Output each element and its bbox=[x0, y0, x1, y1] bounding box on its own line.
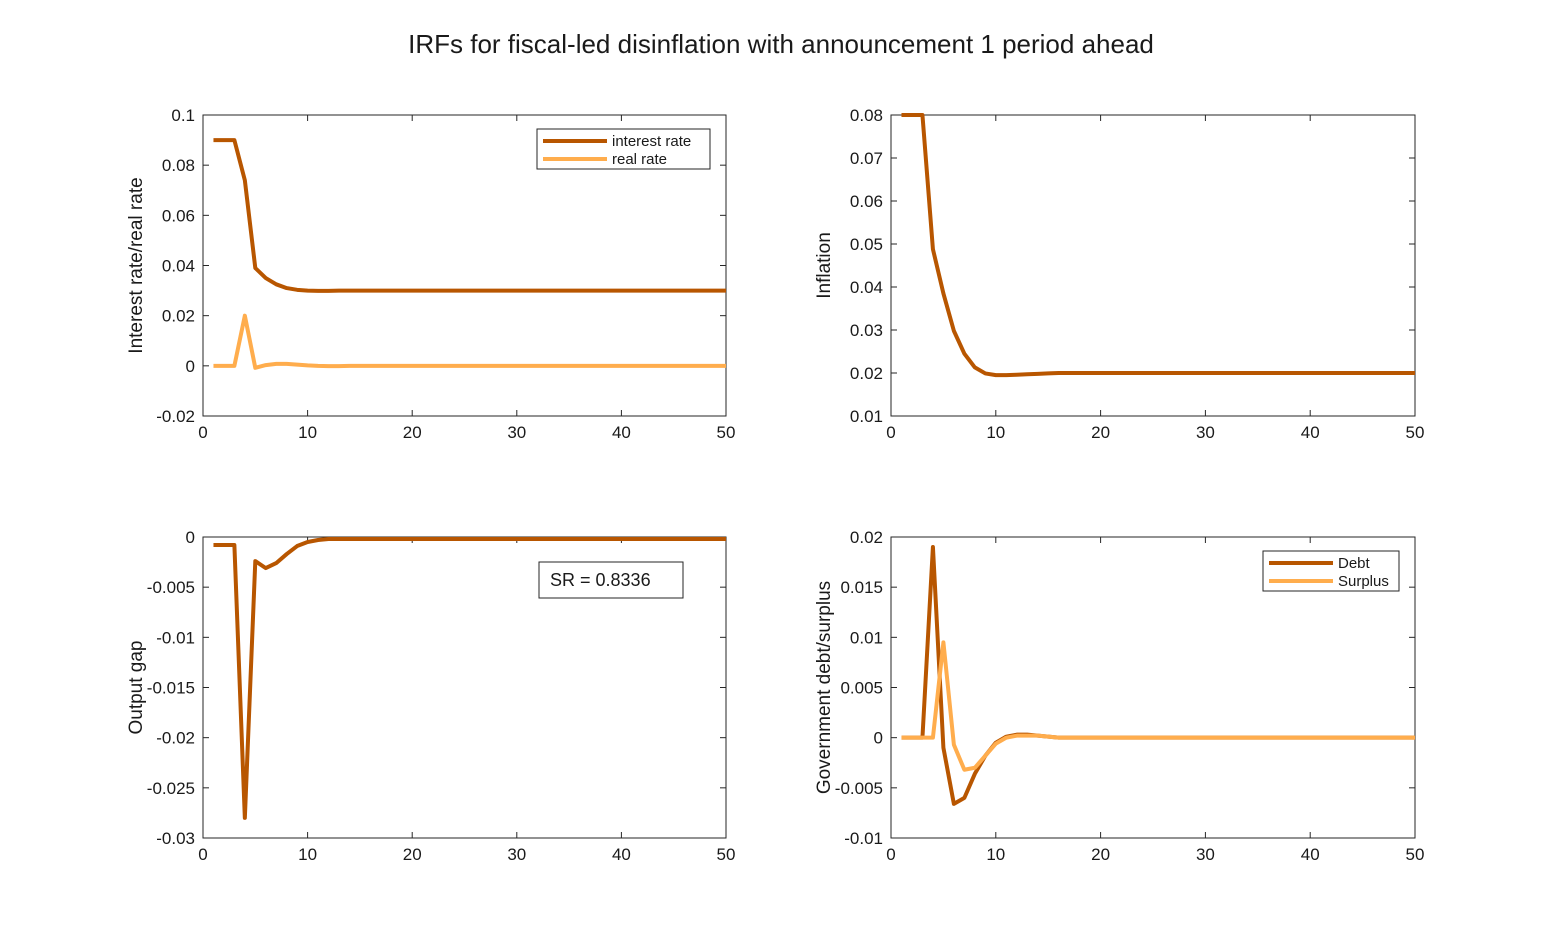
x-tick-label: 50 bbox=[717, 423, 736, 442]
x-tick-label: 20 bbox=[403, 845, 422, 864]
y-tick-label: 0.05 bbox=[850, 235, 883, 254]
series-line-real-rate bbox=[213, 313, 726, 370]
y-tick-label: 0.03 bbox=[850, 321, 883, 340]
y-tick-label: -0.005 bbox=[835, 779, 883, 798]
x-tick-label: 0 bbox=[886, 845, 895, 864]
y-tick-label: 0.06 bbox=[162, 206, 195, 225]
y-axis-label: Output gap bbox=[126, 640, 147, 734]
x-tick-label: 20 bbox=[403, 423, 422, 442]
x-tick-label: 50 bbox=[717, 845, 736, 864]
panel-output-gap: 0 10 20 30 40 50 -0.03 -0.025 -0.02 -0.015 -0.01 -0… bbox=[126, 528, 735, 864]
y-axis-label: Inflation bbox=[814, 232, 835, 299]
annotation-box bbox=[538, 561, 684, 599]
axes-frame bbox=[890, 114, 1416, 417]
y-axis-label: Interest rate/real rate bbox=[126, 177, 147, 353]
legend-box bbox=[1262, 550, 1400, 592]
panel-government-debt: 0 10 20 30 40 50 -0.01 -0.005 0 0.005 0.01 0.015 0.0… bbox=[814, 528, 1424, 864]
y-axis-label: Government debt/surplus bbox=[814, 581, 835, 794]
x-tick-label: 30 bbox=[1196, 845, 1215, 864]
y-tick-label: 0.01 bbox=[850, 628, 883, 647]
x-tick-label: 40 bbox=[1301, 423, 1320, 442]
x-tick-label: 0 bbox=[198, 423, 207, 442]
series-line-0 bbox=[213, 537, 726, 820]
y-tick-label: 0.02 bbox=[162, 307, 195, 326]
panel-interest-rate: 0 10 20 30 40 50-0.0200.020.040.060.080.1Inte… bbox=[126, 106, 735, 442]
x-tick-label: 0 bbox=[886, 423, 895, 442]
y-tick-label: 0.07 bbox=[850, 149, 883, 168]
y-tick-label: 0.02 bbox=[850, 364, 883, 383]
y-tick-label: 0.06 bbox=[850, 192, 883, 211]
x-tick-label: 30 bbox=[507, 845, 526, 864]
y-tick-label: 0.04 bbox=[850, 278, 883, 297]
x-tick-label: 40 bbox=[612, 845, 631, 864]
y-tick-label: 0.005 bbox=[840, 679, 883, 698]
legend-entry-label: Surplus bbox=[1338, 573, 1389, 590]
x-tick-label: 40 bbox=[612, 423, 631, 442]
panels: 0 10 20 30 40 50-0.0200.020.040.060.080.1Inte… bbox=[126, 106, 1424, 864]
x-tick-label: 30 bbox=[507, 423, 526, 442]
x-tick-label: 50 bbox=[1406, 845, 1425, 864]
y-tick-label: 0.08 bbox=[850, 106, 883, 125]
series-line-interest-rate bbox=[213, 138, 726, 293]
series-line-surplus bbox=[901, 640, 1415, 772]
y-tick-label: 0.015 bbox=[840, 578, 883, 597]
legend-entry-label: Debt bbox=[1338, 555, 1371, 572]
y-tick-label: -0.025 bbox=[147, 779, 195, 798]
y-tick-label: -0.02 bbox=[156, 729, 195, 748]
y-tick-label: 0.1 bbox=[171, 106, 195, 125]
figure-title: IRFs for fiscal-led disinflation with an… bbox=[408, 29, 1154, 59]
y-tick-label: 0 bbox=[186, 357, 195, 376]
y-tick-label: 0.08 bbox=[162, 156, 195, 175]
x-tick-label: 20 bbox=[1091, 423, 1110, 442]
y-tick-label: -0.015 bbox=[147, 679, 195, 698]
y-tick-label: -0.02 bbox=[156, 407, 195, 426]
x-tick-label: 10 bbox=[298, 845, 317, 864]
y-tick-label: -0.01 bbox=[156, 628, 195, 647]
x-tick-label: 50 bbox=[1406, 423, 1425, 442]
x-tick-label: 0 bbox=[198, 845, 207, 864]
x-tick-label: 20 bbox=[1091, 845, 1110, 864]
x-tick-label: 40 bbox=[1301, 845, 1320, 864]
series-line-0 bbox=[901, 113, 1415, 378]
y-tick-label: 0 bbox=[874, 729, 883, 748]
y-tick-label: 0.01 bbox=[850, 407, 883, 426]
legend-entry-label: interest rate bbox=[612, 133, 691, 150]
y-tick-label: 0.04 bbox=[162, 257, 195, 276]
annotation-text: SR = 0.8336 bbox=[550, 570, 651, 590]
legend-box bbox=[536, 128, 711, 170]
panel-inflation: 0 10 20 30 40 50 0.01 0.02 0.03 0.04 0.05 0.06 0.07 0… bbox=[814, 106, 1424, 442]
y-tick-label: -0.01 bbox=[844, 829, 883, 848]
y-tick-label: -0.005 bbox=[147, 578, 195, 597]
x-tick-label: 10 bbox=[298, 423, 317, 442]
x-tick-label: 10 bbox=[986, 423, 1005, 442]
y-tick-label: 0 bbox=[186, 528, 195, 547]
x-tick-label: 10 bbox=[986, 845, 1005, 864]
x-tick-label: 30 bbox=[1196, 423, 1215, 442]
y-tick-label: -0.03 bbox=[156, 829, 195, 848]
y-tick-label: 0.02 bbox=[850, 528, 883, 547]
legend-entry-label: real rate bbox=[612, 151, 667, 168]
